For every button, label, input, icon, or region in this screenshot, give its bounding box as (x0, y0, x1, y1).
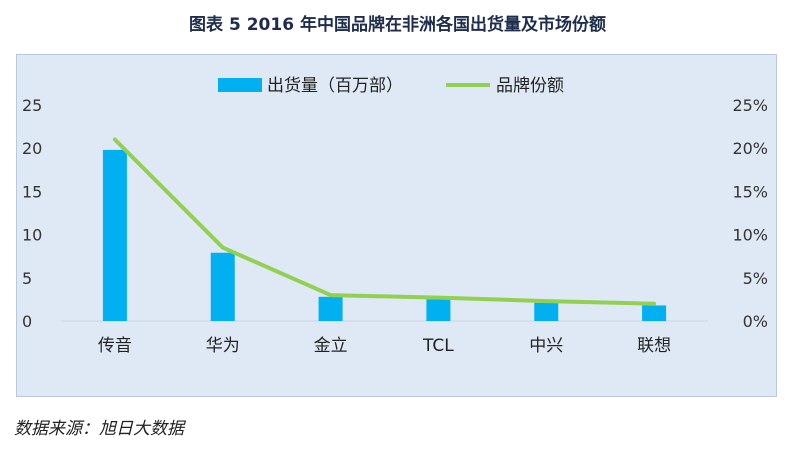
legend-bar-label: 出货量（百万部） (267, 76, 403, 96)
y-tick-left: 10 (22, 226, 42, 245)
legend-bar-swatch (218, 78, 262, 92)
chart-title: 图表 5 2016 年中国品牌在非洲各国出货量及市场份额 (189, 15, 606, 35)
y-tick-left: 25 (22, 96, 42, 115)
bar-金立 (318, 296, 343, 321)
y-tick-left: 20 (22, 139, 42, 158)
x-tick-label: TCL (422, 336, 454, 356)
y-tick-left: 15 (22, 182, 42, 201)
bar-中兴 (534, 302, 559, 321)
chart-area (16, 54, 777, 397)
x-tick-label: 华为 (206, 336, 240, 356)
x-tick-label: 中兴 (529, 336, 563, 356)
y-tick-left: 5 (22, 269, 32, 288)
y-tick-right: 0% (743, 312, 768, 331)
x-tick-label: 传音 (98, 336, 132, 356)
y-tick-right: 25% (732, 96, 768, 115)
bar-传音 (102, 149, 127, 321)
source-note: 数据来源：旭日大数据 (14, 419, 184, 439)
y-tick-right: 5% (743, 269, 768, 288)
x-tick-label: 联想 (637, 336, 671, 356)
legend-line-label: 品牌份额 (496, 76, 564, 96)
bar-华为 (210, 252, 235, 321)
y-tick-left: 0 (22, 312, 32, 331)
y-tick-right: 10% (732, 226, 768, 245)
y-tick-right: 15% (732, 182, 768, 201)
share-line (112, 137, 657, 306)
y-tick-right: 20% (732, 139, 768, 158)
x-tick-label: 金立 (314, 336, 348, 356)
bar-TCL (426, 299, 451, 321)
chart: 0 5 10 15 20 25 0% 5% 10% 15% 20% 25% 传音 华为 金立 TCL 中兴 联想 出… (22, 76, 768, 356)
bar-联想 (642, 305, 667, 321)
